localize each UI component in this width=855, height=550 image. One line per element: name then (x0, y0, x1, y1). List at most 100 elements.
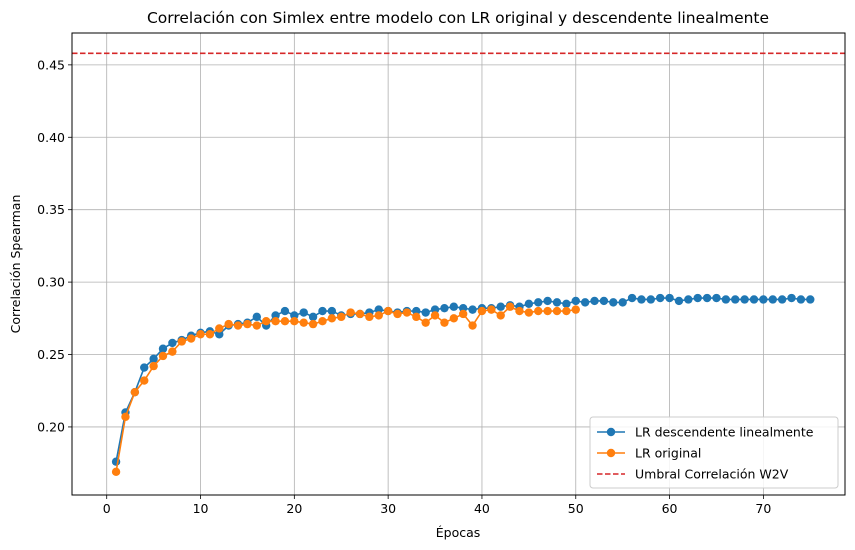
x-tick-label: 40 (474, 501, 490, 516)
data-point-0 (740, 295, 749, 304)
data-point-0 (449, 302, 459, 311)
data-point-0 (271, 311, 280, 320)
data-point-0 (806, 295, 815, 304)
data-point-0 (571, 296, 580, 306)
data-point-0 (280, 306, 290, 316)
data-point-0 (693, 293, 702, 303)
data-point-1 (243, 319, 252, 329)
data-point-1 (261, 317, 271, 326)
y-tick-label: 0.40 (37, 130, 65, 145)
x-tick-label: 70 (755, 501, 771, 516)
data-point-1 (543, 306, 552, 316)
data-point-1 (421, 318, 430, 327)
data-point-1 (130, 387, 140, 397)
legend-marker-original (606, 448, 616, 458)
data-point-0 (524, 299, 534, 309)
series-layer (111, 293, 815, 477)
x-tick-label: 20 (286, 501, 302, 516)
data-point-1 (318, 317, 327, 326)
data-point-1 (177, 337, 186, 346)
data-point-0 (599, 296, 609, 306)
data-point-0 (168, 338, 177, 348)
data-point-0 (562, 299, 571, 309)
data-point-0 (412, 306, 421, 316)
data-point-1 (290, 317, 299, 326)
data-point-0 (759, 295, 768, 304)
data-point-1 (280, 317, 290, 326)
x-tick-label: 30 (380, 501, 396, 516)
data-point-1 (534, 306, 543, 316)
data-point-0 (430, 305, 440, 314)
data-point-0 (421, 308, 430, 317)
y-tick-label: 0.25 (37, 347, 65, 362)
data-point-1 (168, 347, 177, 356)
data-point-0 (731, 295, 740, 304)
data-point-0 (702, 293, 712, 303)
data-point-1 (571, 305, 580, 314)
data-point-1 (515, 306, 524, 316)
plot-frame (71, 32, 846, 496)
data-point-1 (308, 319, 318, 329)
data-point-0 (684, 295, 693, 304)
y-tick-label: 0.35 (37, 202, 65, 217)
x-tick-label: 0 (103, 501, 111, 516)
data-point-0 (787, 293, 796, 303)
data-point-1 (562, 306, 571, 316)
data-point-0 (580, 298, 590, 307)
data-point-0 (618, 298, 627, 307)
x-axis-label: Épocas (436, 525, 481, 540)
data-point-0 (749, 295, 759, 304)
legend-marker-descendente (606, 427, 616, 437)
data-point-1 (186, 334, 196, 343)
data-point-1 (496, 311, 505, 320)
data-point-1 (196, 330, 205, 339)
tick-layer: 0 10 20 30 40 50 60 70 0.20 0.25 0.30 0.35 0.40 0.45 (37, 57, 771, 516)
data-point-1 (487, 305, 496, 314)
data-point-0 (637, 295, 646, 304)
data-point-1 (111, 467, 121, 477)
data-point-1 (468, 321, 477, 330)
data-point-0 (252, 312, 262, 322)
data-point-1 (271, 317, 280, 326)
data-point-0 (374, 305, 383, 314)
data-point-1 (552, 306, 562, 316)
data-point-0 (552, 298, 562, 307)
data-point-1 (365, 312, 374, 322)
data-point-1 (458, 309, 468, 319)
data-point-1 (140, 376, 149, 385)
data-point-0 (299, 308, 308, 317)
data-point-0 (674, 296, 684, 306)
data-point-0 (609, 298, 618, 307)
data-point-1 (505, 302, 515, 311)
chart-title: Correlación con Simlex entre modelo con … (147, 9, 769, 27)
data-point-0 (327, 306, 337, 316)
data-point-1 (233, 321, 243, 330)
data-point-1 (524, 308, 534, 317)
y-axis-label: Correlación Spearman (8, 195, 23, 334)
data-point-0 (215, 330, 224, 339)
data-point-1 (402, 308, 412, 317)
data-point-0 (158, 344, 168, 353)
x-tick-label: 60 (662, 501, 678, 516)
data-point-1 (224, 319, 233, 329)
legend-label-umbral: Umbral Correlación W2V (635, 467, 789, 482)
data-point-1 (449, 314, 459, 323)
data-point-0 (308, 312, 318, 322)
legend-box (589, 416, 839, 489)
data-point-0 (496, 302, 505, 311)
y-tick-label: 0.45 (37, 57, 65, 72)
data-point-1 (346, 308, 355, 317)
data-point-0 (721, 295, 731, 304)
data-point-1 (430, 311, 440, 320)
data-point-0 (627, 293, 637, 303)
y-tick-label: 0.20 (37, 419, 65, 434)
data-point-1 (158, 351, 168, 361)
data-point-0 (665, 293, 674, 303)
data-point-0 (290, 311, 299, 320)
legend: LR descendente linealmente LR original U… (589, 416, 839, 489)
data-point-1 (374, 311, 383, 320)
data-point-0 (458, 303, 468, 313)
data-point-0 (440, 303, 449, 313)
